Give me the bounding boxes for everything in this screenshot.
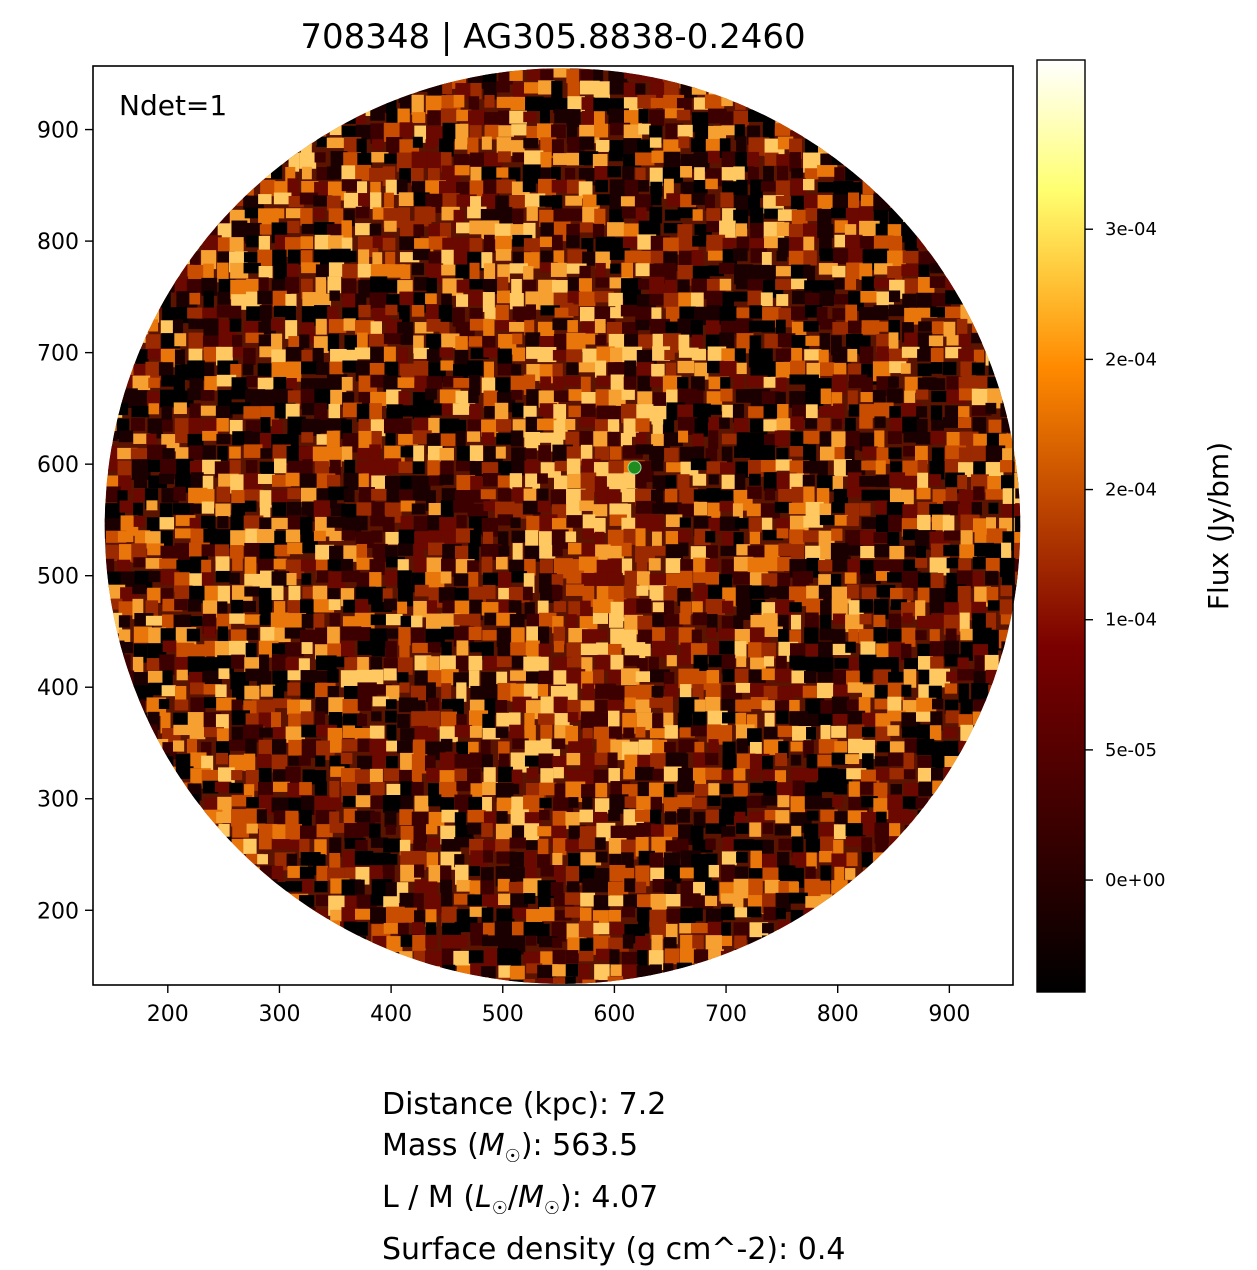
y-axis: 200 300 400 500 600 700 800 900 xyxy=(37,119,93,924)
colorbar-tick-label: 3e-04 xyxy=(1105,219,1157,240)
y-tick-label: 600 xyxy=(37,453,79,478)
x-tick-label: 500 xyxy=(482,1002,524,1027)
ndet-annotation: Ndet=1 xyxy=(119,89,227,122)
colorbar-tick-label: 0e+00 xyxy=(1105,870,1166,891)
y-tick-label: 700 xyxy=(37,342,79,367)
source-info: Distance (kpc): 7.2 Mass (M☉): 563.5 L /… xyxy=(382,1084,845,1270)
x-tick-label: 400 xyxy=(370,1002,412,1027)
x-tick-label: 900 xyxy=(928,1002,970,1027)
lm-ratio-text: L / M (L☉/M☉): 4.07 xyxy=(382,1180,659,1219)
y-tick-label: 500 xyxy=(37,565,79,590)
x-axis: 200 300 400 500 600 700 800 900 xyxy=(147,985,970,1027)
surface-density-text: Surface density (g cm^-2): 0.4 xyxy=(382,1232,846,1267)
colorbar: 0e+00 5e-05 1e-04 2e-04 2e-04 3e-04 Flux (Jy/… xyxy=(1036,59,1235,993)
colorbar-tick-label: 1e-04 xyxy=(1105,610,1157,631)
x-tick-label: 800 xyxy=(817,1002,859,1027)
y-tick-label: 800 xyxy=(37,230,79,255)
y-tick-label: 900 xyxy=(37,119,79,144)
distance-text: Distance (kpc): 7.2 xyxy=(382,1087,667,1122)
x-tick-label: 700 xyxy=(705,1002,747,1027)
x-tick-label: 600 xyxy=(593,1002,635,1027)
plot-area: 200 300 400 500 600 700 800 900 200 300 400 500 600… xyxy=(37,65,1021,1027)
mass-text: Mass (M☉): 563.5 xyxy=(382,1128,639,1167)
x-tick-label: 300 xyxy=(258,1002,300,1027)
y-tick-label: 400 xyxy=(37,676,79,701)
colorbar-gradient xyxy=(1036,59,1086,993)
plot-frame xyxy=(92,65,1014,986)
chart-title: 708348 | AG305.8838-0.2460 xyxy=(300,17,805,57)
colorbar-label: Flux (Jy/bm) xyxy=(1202,442,1235,610)
colorbar-tick-label: 2e-04 xyxy=(1105,349,1157,370)
x-tick-label: 200 xyxy=(147,1002,189,1027)
flux-heatmap-image xyxy=(104,68,1021,984)
detection-marker xyxy=(627,460,642,475)
y-tick-label: 300 xyxy=(37,788,79,813)
colorbar-ticks: 0e+00 5e-05 1e-04 2e-04 2e-04 3e-04 xyxy=(1085,219,1166,891)
colorbar-tick-label: 5e-05 xyxy=(1105,740,1157,761)
y-tick-label: 200 xyxy=(37,899,79,924)
colorbar-tick-label: 2e-04 xyxy=(1105,480,1157,501)
